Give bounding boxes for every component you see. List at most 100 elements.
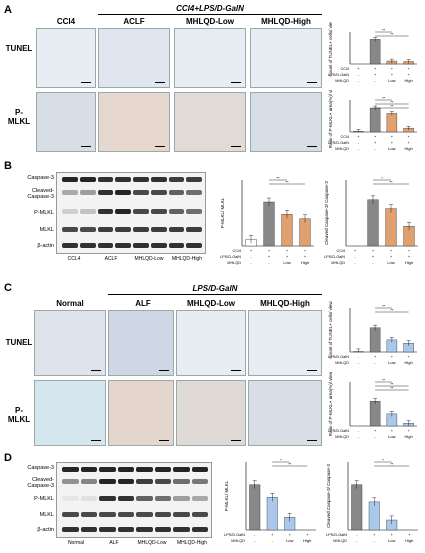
- condition-mark: +: [408, 532, 411, 537]
- micrograph-c-tunel-2: [108, 310, 174, 376]
- condition-mark: +: [250, 248, 253, 253]
- blot-band: [169, 190, 185, 195]
- blot-band: [192, 496, 209, 501]
- condition-mark: -: [268, 260, 270, 265]
- condition-mark: -: [250, 260, 252, 265]
- condition-mark: +: [372, 248, 375, 253]
- blot-band: [81, 527, 98, 532]
- y-axis-label: P-MLKL/ MLKL: [220, 197, 225, 228]
- blot-band: [173, 512, 190, 517]
- blot-band: [80, 190, 96, 195]
- condition-mark: +: [391, 428, 394, 433]
- condition-label: CCl4: [341, 135, 349, 139]
- condition-mark: Low: [388, 360, 395, 365]
- blot-band: [151, 190, 167, 195]
- blot-band: [99, 527, 116, 532]
- condition-label: MHLQD: [333, 539, 347, 543]
- blot-band: [151, 227, 167, 232]
- condition-mark: High: [301, 260, 309, 265]
- condition-mark: +: [374, 140, 377, 145]
- condition-label: LPS/D-GalN: [224, 533, 245, 537]
- condition-mark: -: [358, 72, 360, 77]
- col-label-a3: MHLQD-Low: [174, 17, 246, 26]
- blot-band: [169, 209, 185, 214]
- panel-letter-c: C: [4, 282, 12, 294]
- blot-band: [115, 177, 131, 182]
- micrograph-c-tunel-4: [248, 310, 322, 376]
- micrograph-c-tunel-1: [34, 310, 106, 376]
- condition-mark: -: [372, 260, 374, 265]
- blot-band: [115, 243, 131, 248]
- condition-mark: -: [358, 140, 360, 145]
- chart-a-pmlkl: Ratio of P-MLKL+ area(%)/ view+--++-++Lo…: [326, 90, 421, 156]
- bar: [267, 497, 278, 530]
- western-blot-b: [56, 172, 206, 254]
- blot-band: [133, 227, 149, 232]
- blot-band: [115, 227, 131, 232]
- blot-band: [186, 227, 202, 232]
- condition-mark: -: [358, 428, 360, 433]
- chart-c-tunel-svg: Count of TUNEL+ cells/ view--+-+Low+High…: [326, 298, 421, 370]
- blot-band: [81, 512, 98, 517]
- y-axis-label: Cleaved Caspase-3/ Caspase-3: [324, 181, 329, 245]
- sig-label: **: [390, 462, 394, 467]
- condition-label: CCl4: [341, 67, 349, 71]
- condition-mark: -: [250, 254, 252, 259]
- condition-mark: -: [358, 360, 360, 365]
- condition-mark: Low: [388, 78, 395, 83]
- chart-b-casp: Cleaved Caspase-3/ Caspase-3+--++-++Low+…: [322, 170, 422, 270]
- condition-mark: +: [407, 134, 410, 139]
- condition-label: MHLQD: [227, 261, 241, 265]
- condition-mark: Low: [283, 260, 290, 265]
- blot-band: [151, 209, 167, 214]
- condition-mark: +: [407, 72, 410, 77]
- condition-mark: -: [358, 434, 360, 439]
- condition-mark: +: [357, 66, 360, 71]
- y-axis-label: Count of TUNEL+ cells/ view: [328, 22, 333, 77]
- micrograph-a-tunel-3: [174, 28, 246, 88]
- row-label-c-pmlkl: P-MLKL: [4, 406, 34, 424]
- blot-band: [80, 209, 96, 214]
- blot-label-b-casp3: Caspase-3: [27, 175, 54, 181]
- blot-band: [136, 467, 153, 472]
- panel-letter-b: B: [4, 160, 12, 172]
- bar: [352, 485, 363, 530]
- blot-band: [81, 467, 98, 472]
- chart-c-tunel: Count of TUNEL+ cells/ view--+-+Low+High…: [326, 298, 421, 370]
- blot-band: [98, 227, 114, 232]
- row-label-a-pmlkl: P-MLKL: [4, 108, 34, 126]
- sig-label: *: [382, 458, 384, 463]
- blot-band: [169, 243, 185, 248]
- blot-label-d-actin: β-actin: [37, 527, 54, 533]
- blot-band: [115, 190, 131, 195]
- micrograph-a-tunel-2: [98, 28, 170, 88]
- blot-band: [192, 479, 209, 484]
- y-axis-label: Ratio of P-MLKL+ area(%)/ view: [328, 90, 333, 148]
- chart-b-casp-svg: Cleaved Caspase-3/ Caspase-3+--++-++Low+…: [322, 170, 422, 270]
- blot-band: [62, 227, 78, 232]
- blot-band: [155, 496, 172, 501]
- condition-mark: +: [391, 134, 394, 139]
- blot-band: [80, 227, 96, 232]
- chart-c-pmlkl-svg: Ratio of P-MLKL+ area(%)/ view--+-+Low+H…: [326, 372, 421, 444]
- condition-mark: +: [357, 134, 360, 139]
- bar: [370, 401, 380, 426]
- blot-band: [151, 177, 167, 182]
- bar: [386, 209, 397, 246]
- blot-label-b-pmlkl: P-MLKL: [34, 210, 54, 216]
- col-label-a1: CCl4: [36, 17, 96, 26]
- western-blot-d: [56, 462, 212, 538]
- condition-mark: +: [391, 532, 394, 537]
- condition-mark: +: [374, 72, 377, 77]
- condition-label: LPS/D-GalN: [220, 255, 241, 259]
- blot-band: [99, 496, 116, 501]
- micrograph-c-pmlkl-3: [176, 380, 246, 446]
- micrograph-c-pmlkl-4: [248, 380, 322, 446]
- sig-label: **: [382, 96, 386, 101]
- condition-mark: +: [408, 248, 411, 253]
- sig-label: *: [381, 176, 383, 181]
- sig-label: **: [382, 304, 386, 309]
- blot-band: [186, 177, 202, 182]
- micrograph-c-pmlkl-2: [108, 380, 174, 446]
